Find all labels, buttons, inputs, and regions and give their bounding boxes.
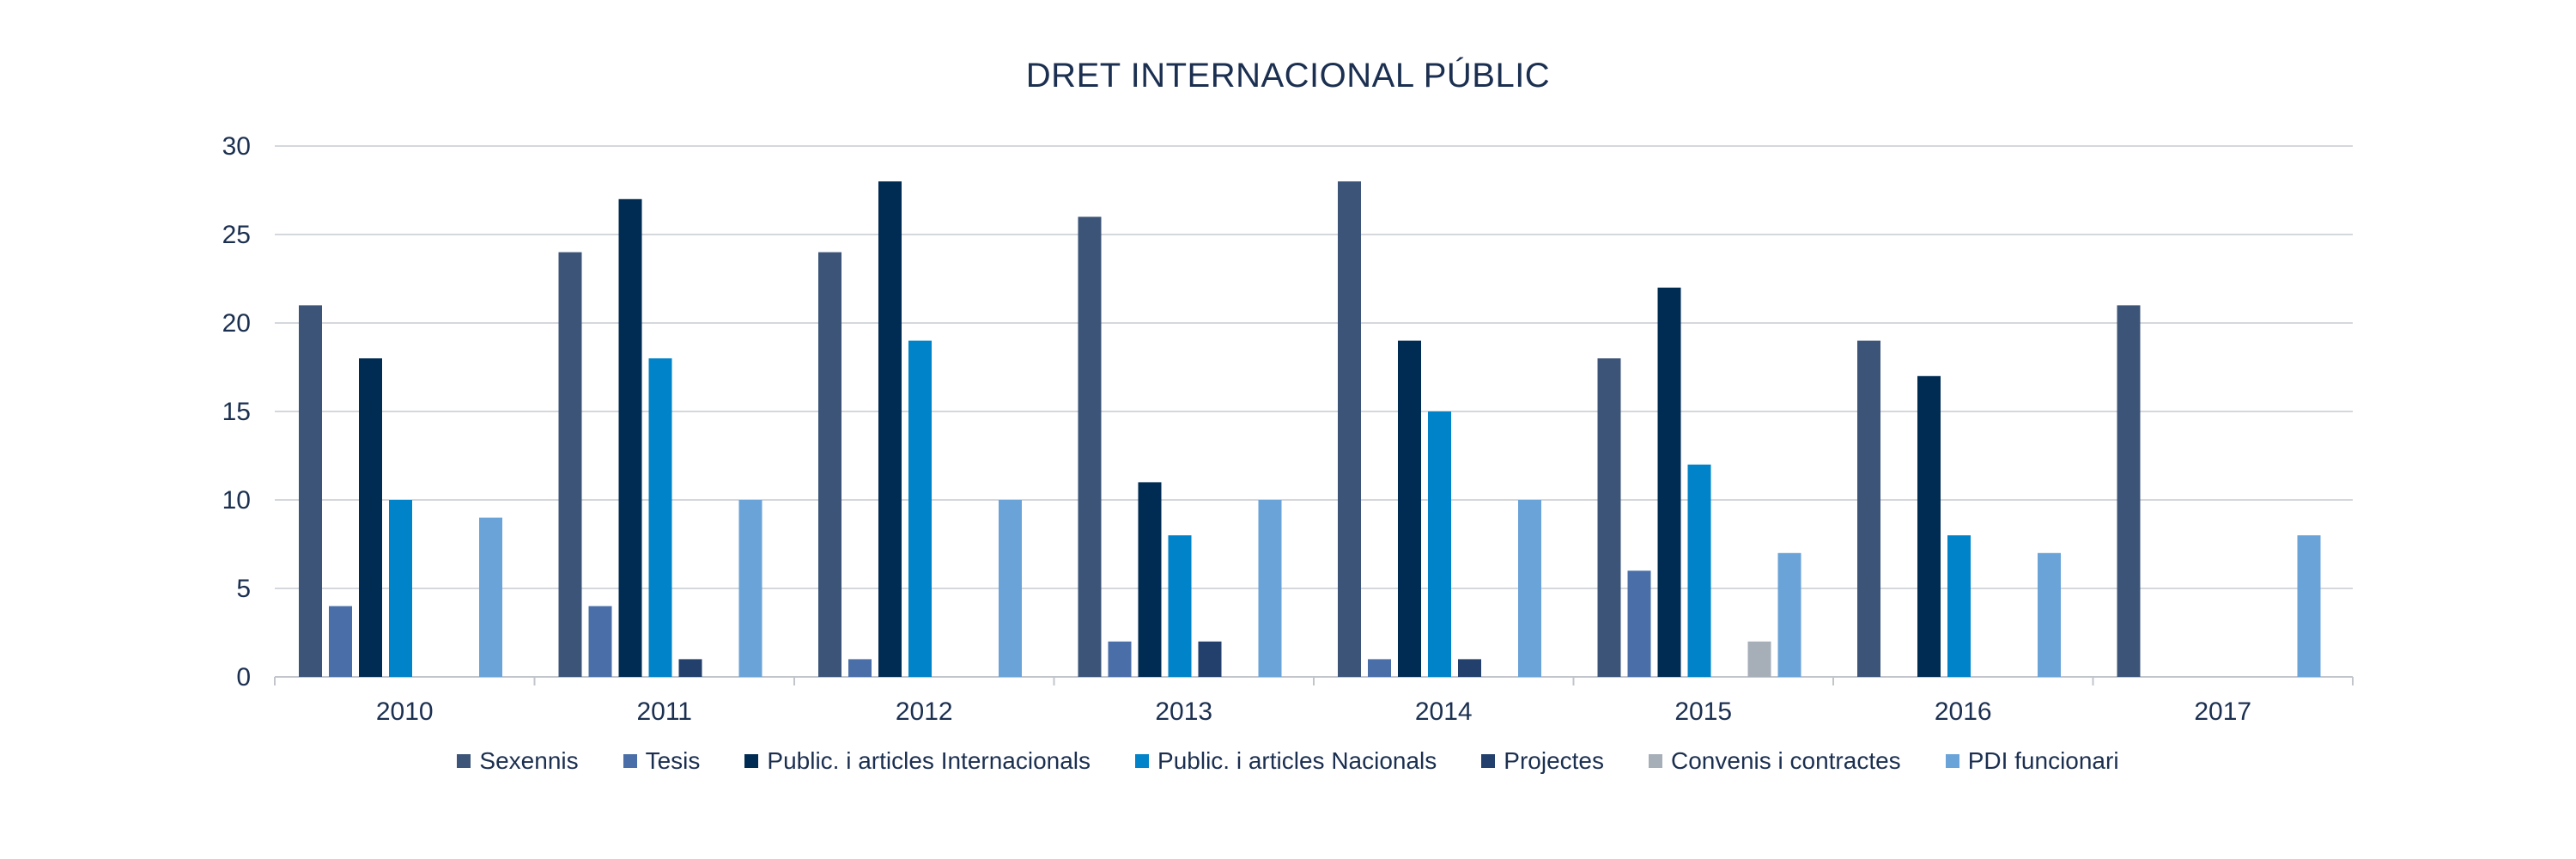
bar-2013-public-i-articles-internacionals [1138,482,1162,677]
y-tick-label: 0 [236,663,251,691]
x-tick-label: 2012 [896,698,953,726]
legend-label: Tesis [645,747,701,774]
bar-2017-pdi-funcionari [2297,535,2321,677]
legend-item: Tesis [623,747,701,775]
legend-swatch [1649,754,1662,768]
legend-swatch [1945,754,1959,768]
bar-2016-sexennis [1857,340,1880,677]
legend-swatch [1135,754,1150,768]
bar-2010-pdi-funcionari [479,517,502,677]
y-tick-label: 30 [222,132,251,161]
bar-2010-sexennis [299,305,322,677]
bar-2014-pdi-funcionari [1518,500,1541,677]
bar-2013-tesis [1108,641,1132,677]
x-tick-label: 2011 [636,698,692,726]
bar-2014-tesis [1368,659,1391,677]
legend-swatch [744,754,759,768]
y-tick-label: 15 [222,398,251,426]
x-tick-label: 2013 [1155,698,1212,726]
x-tick-label: 2014 [1415,698,1473,726]
chart-title: DRET INTERNACIONAL PÚBLIC [1025,57,1551,94]
x-tick-label: 2015 [1674,698,1732,726]
legend-item: Public. i articles Nacionals [1135,747,1437,775]
legend-label: Public. i articles Internacionals [767,747,1091,774]
bar-2012-sexennis [818,252,841,677]
legend-label: PDI funcionari [1967,747,2119,774]
bar-2015-tesis [1627,570,1651,677]
y-tick-label: 10 [222,486,251,515]
x-tick-label: 2017 [2194,698,2251,726]
bar-2013-pdi-funcionari [1258,500,1282,677]
bar-2015-public-i-articles-internacionals [1657,287,1681,677]
legend-swatch [1481,754,1496,768]
bar-2013-projectes [1198,641,1222,677]
legend-label: Public. i articles Nacionals [1157,747,1437,774]
bar-2011-pdi-funcionari [738,500,762,677]
bar-2011-public-i-articles-internacionals [618,198,642,678]
bar-2017-sexennis [2117,305,2141,677]
legend-item: Sexennis [457,747,579,775]
legend-label: Projectes [1504,747,1604,774]
bar-2010-public-i-articles-internacionals [359,358,382,677]
bar-2016-pdi-funcionari [2038,552,2061,677]
bar-2015-sexennis [1597,358,1621,677]
bar-2014-sexennis [1338,181,1361,677]
bar-2011-projectes [678,659,702,677]
legend-swatch [457,754,471,768]
bar-2011-tesis [588,606,612,677]
bar-2014-public-i-articles-internacionals [1398,340,1421,677]
legend-swatch [623,754,637,768]
y-tick-label: 5 [236,575,251,603]
bar-2012-pdi-funcionari [999,500,1022,677]
bar-2012-public-i-articles-nacionals [908,340,932,677]
bar-2014-public-i-articles-nacionals [1428,411,1451,677]
x-tick-label: 2016 [1935,698,1992,726]
bar-2016-public-i-articles-nacionals [1947,535,1971,677]
bar-2010-tesis [329,606,352,677]
bar-2012-tesis [848,659,872,677]
bar-2013-sexennis [1078,216,1102,677]
legend-item: PDI funcionari [1945,747,2119,775]
legend-label: Convenis i contractes [1671,747,1901,774]
y-tick-label: 20 [222,309,251,338]
y-tick-label: 25 [222,221,251,249]
bar-2012-public-i-articles-internacionals [878,181,902,677]
legend-item: Public. i articles Internacionals [744,747,1091,775]
bar-2014-projectes [1458,659,1481,677]
bar-2016-public-i-articles-internacionals [1917,375,1941,677]
bar-2011-sexennis [558,252,582,677]
x-tick-label: 2010 [376,698,434,726]
legend-label: Sexennis [479,747,579,774]
bar-2015-convenis-i-contractes [1747,641,1771,677]
bar-2013-public-i-articles-nacionals [1168,535,1192,677]
bar-2011-public-i-articles-nacionals [648,358,672,677]
bar-2010-public-i-articles-nacionals [389,500,412,677]
bar-2015-public-i-articles-nacionals [1687,464,1711,677]
legend: Sexennis Tesis Public. i articles Internac… [0,747,2576,775]
legend-item: Convenis i contractes [1649,747,1901,775]
legend-item: Projectes [1481,747,1604,775]
bar-2015-pdi-funcionari [1777,552,1801,677]
